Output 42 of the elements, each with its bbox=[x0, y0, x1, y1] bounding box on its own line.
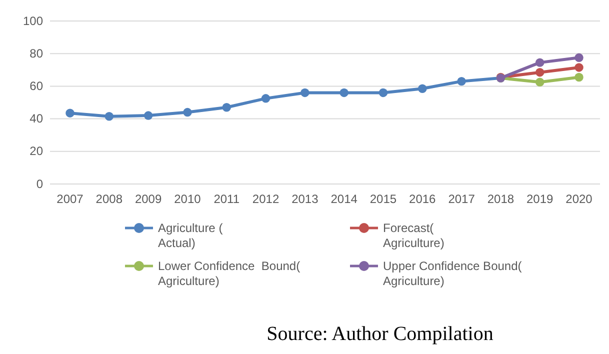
x-tick-label: 2017 bbox=[448, 192, 476, 206]
point bbox=[574, 53, 584, 62]
legend-label: Forecast( Agriculture) bbox=[383, 221, 444, 250]
legend-label: Upper Confidence Bound( Agriculture) bbox=[383, 259, 522, 288]
x-tick-label: 2012 bbox=[252, 192, 280, 206]
point bbox=[104, 112, 114, 121]
x-tick-label: 2007 bbox=[56, 192, 84, 206]
y-tick-label: 0 bbox=[36, 176, 44, 191]
point bbox=[535, 68, 544, 77]
point bbox=[183, 108, 192, 117]
y-tick-label: 100 bbox=[22, 14, 44, 28]
point bbox=[378, 88, 388, 98]
source-note: Source: Author Compilation bbox=[266, 323, 494, 345]
x-tick-label: 2014 bbox=[330, 192, 358, 206]
point bbox=[418, 84, 427, 94]
y-tick-label: 60 bbox=[30, 79, 44, 94]
x-tick-label: 2019 bbox=[526, 192, 554, 206]
x-tick-label: 2015 bbox=[370, 192, 397, 206]
point bbox=[340, 88, 348, 98]
point bbox=[535, 78, 544, 86]
point bbox=[574, 63, 584, 72]
y-tick-label: 20 bbox=[30, 144, 44, 158]
point bbox=[574, 72, 584, 82]
x-tick-label: 2018 bbox=[487, 192, 514, 206]
legend-label: Lower Confidence Bound( Agriculture) bbox=[158, 259, 300, 288]
point bbox=[261, 94, 270, 103]
legend-label: Agriculture (Actual) bbox=[158, 221, 223, 250]
y-tick-label: 80 bbox=[30, 46, 44, 60]
x-tick-label: 2011 bbox=[214, 192, 240, 206]
point bbox=[144, 111, 153, 120]
x-tick-label: 2013 bbox=[292, 192, 319, 206]
point bbox=[66, 108, 74, 118]
point bbox=[457, 76, 466, 86]
x-tick-label: 2016 bbox=[409, 192, 436, 206]
point bbox=[222, 103, 231, 112]
x-tick-label: 2010 bbox=[174, 192, 202, 206]
point bbox=[535, 58, 544, 67]
x-tick-label: 2009 bbox=[134, 192, 162, 206]
y-tick-label: 40 bbox=[30, 112, 44, 126]
point bbox=[300, 88, 310, 98]
x-tick-label: 2008 bbox=[96, 192, 123, 206]
x-tick-label: 2020 bbox=[566, 192, 593, 206]
